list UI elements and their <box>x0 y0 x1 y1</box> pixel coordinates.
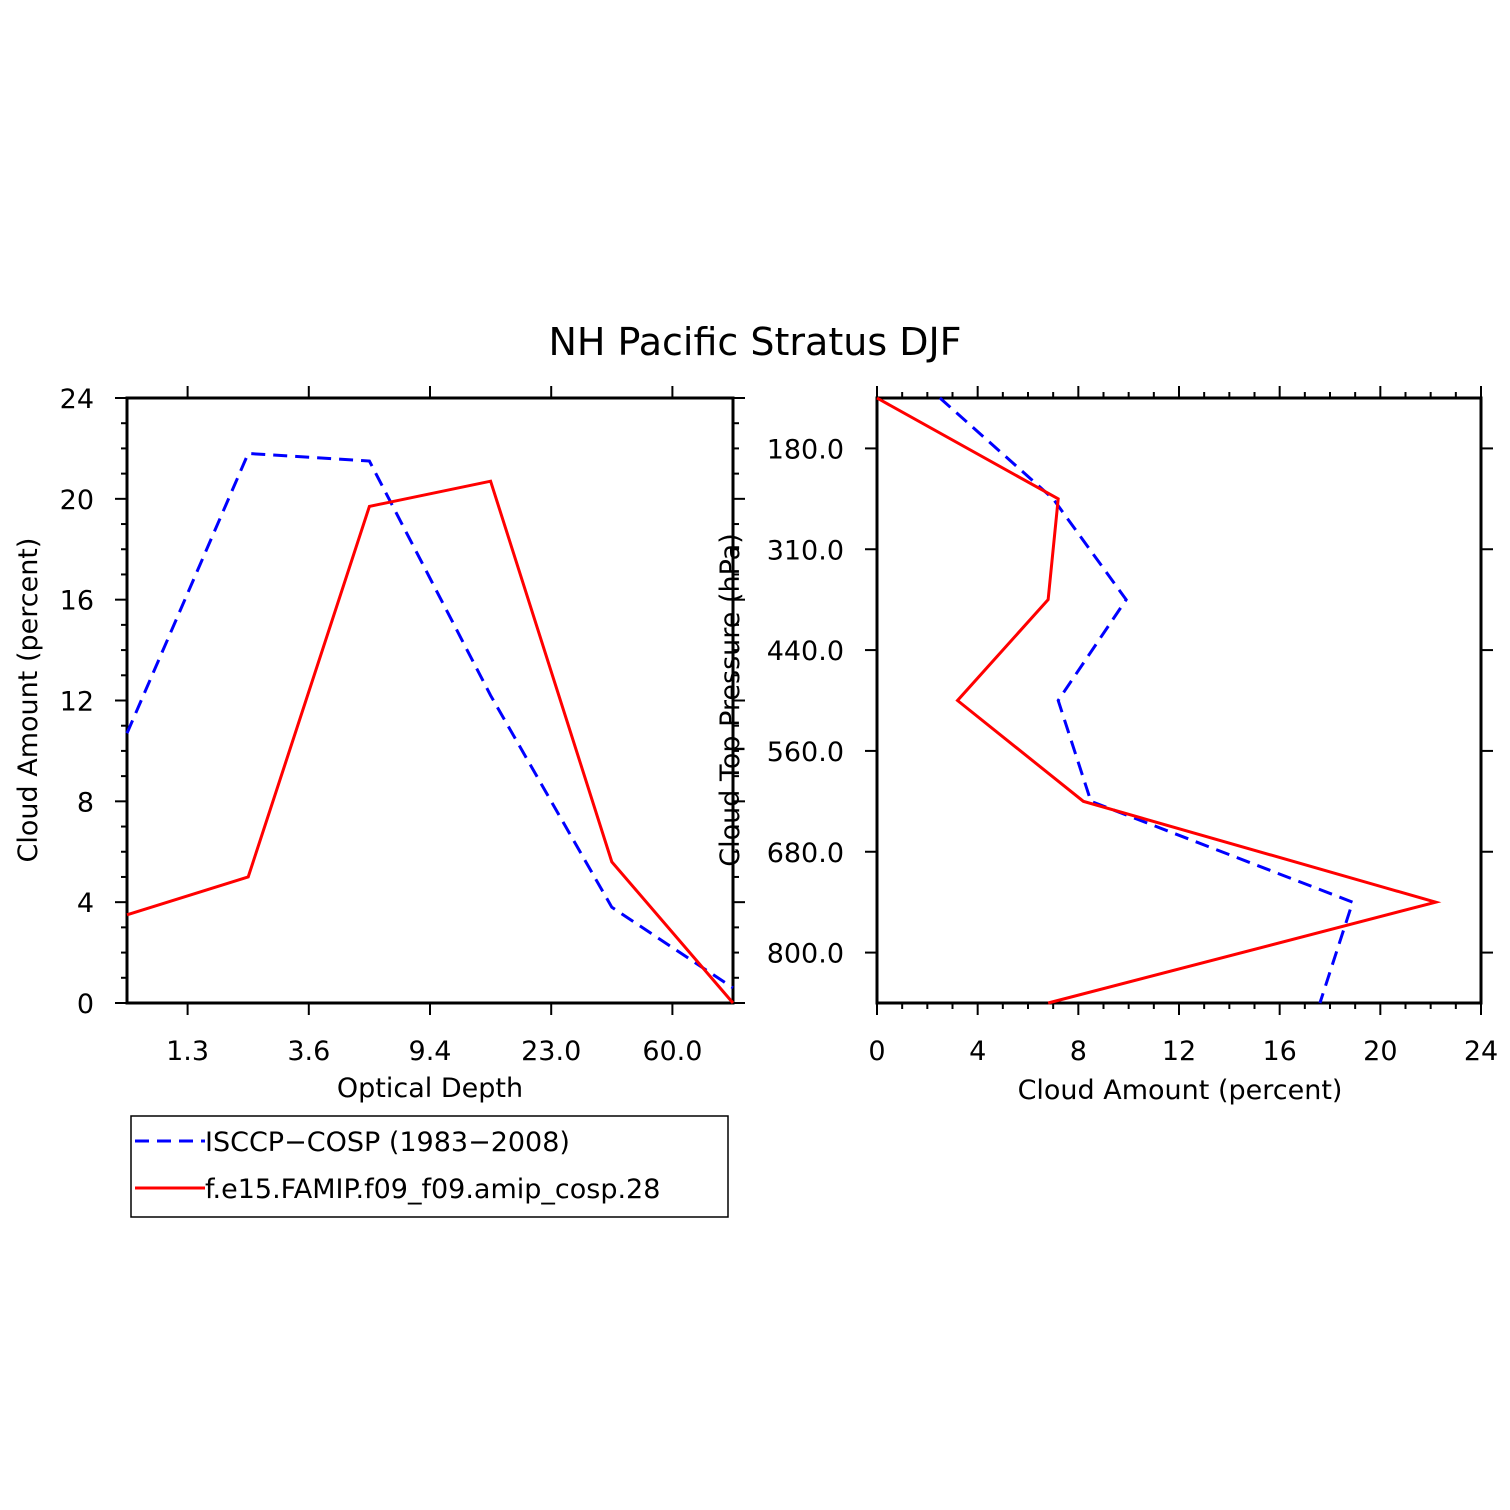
right-x-tick-label: 0 <box>868 1036 885 1067</box>
legend-label-isccp: ISCCP−COSP (1983−2008) <box>205 1127 570 1158</box>
left-series-line-model <box>126 479 735 1004</box>
left-series-lines <box>125 451 735 1004</box>
right-x-tick-label: 16 <box>1262 1036 1296 1067</box>
left-ticks <box>115 386 745 1015</box>
right-x-tick-label: 24 <box>1464 1036 1498 1067</box>
left-y-tick-label: 16 <box>60 586 94 617</box>
right-x-tick-label: 8 <box>1070 1036 1087 1067</box>
right-y-tick-label: 310.0 <box>767 535 844 566</box>
right-y-tick-label: 800.0 <box>767 939 844 970</box>
left-tick-labels: 0 4 8 12 16 20 24 1.3 3.6 9.4 23.0 60.0 <box>60 384 703 1067</box>
right-tick-labels: 0 4 8 12 16 20 24 180.0 310.0 440.0 560.0 680.0 800.… <box>767 434 1498 1067</box>
left-y-tick-label: 8 <box>77 787 94 818</box>
left-x-tick-label: 1.3 <box>166 1036 209 1067</box>
left-x-tick-label: 3.6 <box>287 1036 330 1067</box>
right-series-line-isccp <box>938 396 1355 1004</box>
right-y-tick-label: 180.0 <box>767 434 844 465</box>
left-x-tick-label: 9.4 <box>409 1036 452 1067</box>
right-y-tick-label: 680.0 <box>767 838 844 869</box>
right-x-axis-title: Cloud Amount (percent) <box>1018 1075 1343 1106</box>
right-x-tick-label: 20 <box>1363 1036 1397 1067</box>
left-x-tick-label: 23.0 <box>521 1036 581 1067</box>
left-chart: 0 4 8 12 16 20 24 1.3 3.6 9.4 23.0 60.0 Optical Dep… <box>13 384 745 1104</box>
right-ticks <box>865 386 1493 1015</box>
left-y-axis-title: Cloud Amount (percent) <box>13 538 44 863</box>
legend-label-model: f.e15.FAMIP.f09_f09.amip_cosp.28 <box>205 1174 660 1205</box>
left-series-line-isccp <box>125 451 734 990</box>
left-y-tick-label: 4 <box>77 888 94 919</box>
right-x-tick-label: 12 <box>1162 1036 1196 1067</box>
figure-title: NH Pacific Stratus DJF <box>548 320 961 364</box>
left-y-tick-label: 12 <box>60 687 94 718</box>
legend-box <box>130 1115 729 1218</box>
right-series-lines <box>876 396 1442 1005</box>
left-chart-frame <box>125 396 735 1005</box>
left-y-tick-label: 20 <box>60 485 94 516</box>
left-y-tick-label: 0 <box>77 989 94 1020</box>
left-y-tick-label: 24 <box>60 384 94 415</box>
right-y-tick-label: 560.0 <box>767 737 844 768</box>
right-y-tick-label: 440.0 <box>767 636 844 667</box>
left-x-tick-label: 60.0 <box>642 1036 702 1067</box>
right-chart-frame <box>875 396 1483 1005</box>
left-x-axis-title: Optical Depth <box>337 1073 523 1104</box>
right-chart: 0 4 8 12 16 20 24 180.0 310.0 440.0 560.0 680.0 800.… <box>715 386 1498 1106</box>
right-x-tick-label: 4 <box>969 1036 986 1067</box>
legend: ISCCP−COSP (1983−2008) f.e15.FAMIP.f09_f… <box>130 1115 729 1218</box>
right-series-line-model <box>876 396 1442 1005</box>
right-y-axis-title: Cloud Top Pressure (hPa) <box>715 533 746 867</box>
